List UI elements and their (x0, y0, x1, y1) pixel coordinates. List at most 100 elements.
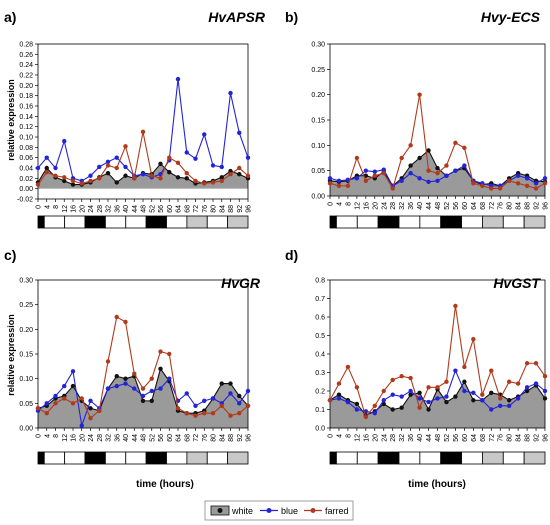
point-white-d-18 (489, 390, 494, 396)
x-tick-label-a-9: 36 (114, 205, 121, 213)
y-tick-label-c-6: 0.30 (19, 278, 33, 285)
point-blue-c-22 (228, 391, 233, 396)
point-farred-d-18 (489, 368, 494, 373)
point-blue-a-17 (184, 150, 189, 155)
schedule-block-d-8 (482, 451, 504, 465)
schedule-block-d-1 (336, 451, 358, 465)
point-blue-d-17 (480, 398, 485, 403)
x-tick-label-d-23: 92 (534, 434, 541, 442)
y-tick-label-d-1: 0.1 (315, 407, 325, 414)
point-farred-c-20 (210, 411, 216, 416)
legend-marker-blue (266, 508, 272, 513)
point-farred-c-11 (132, 371, 137, 376)
point-farred-c-9 (114, 314, 119, 320)
point-farred-d-7 (390, 377, 395, 383)
point-farred-c-6 (88, 415, 93, 421)
schedule-block-d-9 (502, 451, 525, 465)
point-blue-d-16 (471, 390, 476, 396)
point-blue-b-6 (381, 167, 386, 172)
xlabel-d: time (hours) (408, 479, 466, 490)
x-tick-label-c-17: 68 (184, 434, 191, 442)
point-white-c-23 (237, 393, 242, 399)
point-blue-a-6 (88, 173, 93, 178)
point-blue-c-6 (88, 398, 93, 404)
point-white-d-14 (453, 394, 458, 399)
x-tick-label-d-16: 64 (471, 434, 478, 442)
point-farred-d-12 (435, 385, 440, 390)
point-blue-c-3 (62, 383, 67, 389)
point-farred-a-14 (158, 176, 163, 181)
x-tick-label-a-5: 20 (79, 205, 86, 213)
point-blue-c-24 (245, 388, 251, 394)
point-blue-b-8 (399, 178, 404, 183)
panel-title-b: Hvy-ECS (481, 9, 541, 25)
point-blue-b-5 (372, 169, 377, 174)
y-tick-label-b-4: 0.20 (311, 92, 325, 99)
panel-title-c: HvGR (221, 275, 261, 291)
point-white-d-15 (462, 379, 467, 384)
point-farred-b-2 (345, 183, 351, 189)
schedule-block-c-5 (125, 451, 147, 465)
point-blue-a-7 (97, 164, 102, 170)
legend-label-white: white (231, 506, 253, 516)
point-farred-d-23 (533, 361, 539, 366)
x-tick-label-d-2: 8 (345, 434, 352, 438)
point-white-b-10 (417, 155, 422, 161)
x-tick-label-a-16: 64 (176, 205, 183, 213)
x-tick-label-b-3: 12 (354, 202, 361, 210)
point-blue-b-24 (542, 176, 548, 181)
y-tick-label-c-1: 0.05 (19, 401, 33, 408)
point-blue-c-14 (158, 386, 163, 391)
point-farred-a-2 (53, 173, 58, 178)
point-white-a-8 (105, 170, 111, 176)
x-tick-label-a-15: 60 (167, 205, 174, 213)
point-blue-d-21 (515, 396, 521, 401)
point-farred-d-16 (471, 337, 476, 342)
point-blue-b-15 (462, 163, 467, 168)
x-tick-label-c-22: 88 (228, 434, 235, 442)
x-tick-label-a-2: 8 (53, 205, 60, 209)
point-blue-c-10 (123, 381, 128, 386)
point-blue-d-5 (372, 411, 377, 416)
point-farred-d-10 (417, 405, 422, 410)
point-farred-c-13 (149, 376, 154, 381)
point-blue-c-4 (70, 369, 76, 374)
x-tick-label-b-6: 24 (381, 202, 388, 210)
x-tick-label-c-11: 44 (132, 434, 139, 442)
panel-label-a: a) (4, 9, 16, 25)
point-white-b-12 (435, 165, 440, 171)
point-farred-b-5 (372, 173, 377, 178)
point-farred-c-4 (70, 401, 76, 406)
point-farred-a-13 (149, 173, 154, 178)
point-farred-d-13 (444, 379, 449, 384)
schedule-block-c-8 (186, 451, 208, 465)
x-tick-label-d-4: 16 (363, 434, 370, 442)
y-tick-label-c-4: 0.20 (19, 327, 33, 334)
schedule-block-c-2 (64, 451, 86, 465)
x-tick-label-a-4: 16 (71, 205, 78, 213)
x-tick-label-b-22: 88 (525, 202, 532, 210)
schedule-block-a-1 (43, 215, 66, 229)
point-blue-c-8 (105, 386, 111, 391)
point-farred-c-18 (193, 413, 198, 418)
point-white-d-9 (408, 392, 413, 397)
point-farred-c-24 (245, 403, 251, 408)
point-farred-b-18 (489, 186, 494, 191)
point-blue-d-7 (390, 392, 395, 397)
point-farred-d-9 (408, 375, 413, 381)
point-white-a-23 (237, 172, 242, 177)
point-blue-c-5 (79, 423, 84, 428)
panel-label-b: b) (285, 9, 298, 25)
x-tick-label-b-21: 84 (516, 202, 523, 210)
light-schedule-a (37, 215, 249, 229)
point-white-c-22 (228, 381, 233, 386)
point-farred-b-15 (462, 145, 467, 151)
point-blue-d-14 (453, 368, 458, 373)
point-white-d-13 (444, 399, 449, 405)
point-blue-d-10 (417, 396, 422, 401)
x-tick-label-b-10: 40 (417, 202, 424, 210)
y-tick-label-a-9: 0.16 (19, 104, 33, 111)
point-blue-a-18 (193, 156, 198, 161)
point-blue-a-21 (219, 164, 224, 170)
point-farred-c-8 (105, 359, 111, 364)
